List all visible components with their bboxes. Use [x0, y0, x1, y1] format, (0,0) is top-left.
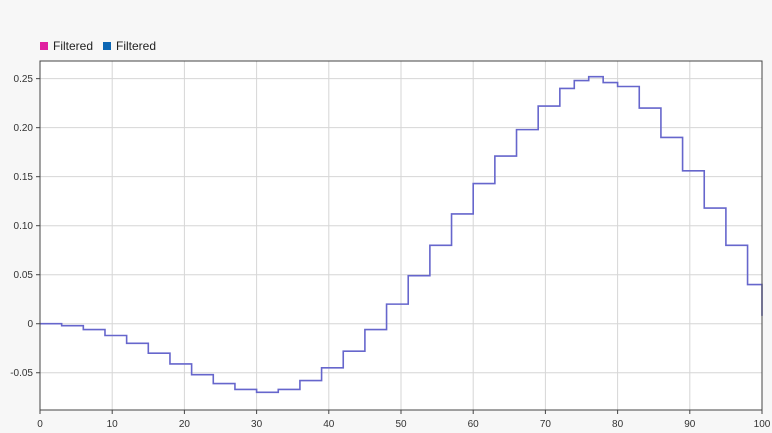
- y-tick-label: 0.20: [14, 123, 34, 134]
- x-tick-label: 70: [540, 419, 552, 430]
- series-group: [40, 75, 763, 394]
- x-tick-label: 100: [754, 419, 771, 430]
- legend-label-2: Filtered: [116, 39, 157, 53]
- plot-frame: [39, 60, 763, 411]
- x-tick-label: 90: [684, 419, 696, 430]
- y-tick-label: 0.10: [14, 221, 34, 232]
- x-axis-ticks: 0 10 20 30 40 50 60 70 80 90 100: [37, 410, 771, 430]
- x-tick-label: 0: [37, 419, 43, 430]
- y-tick-label: -0.05: [10, 368, 33, 379]
- y-tick-label: 0.15: [14, 172, 34, 183]
- y-tick-label: 0.05: [14, 270, 34, 281]
- legend-item-1[interactable]: Filtered: [40, 39, 93, 53]
- y-axis-ticks: -0.05 0 0.05 0.10 0.15 0.20 0.25: [10, 74, 40, 379]
- series-line-filtered: [40, 75, 763, 394]
- y-tick-label: 0: [27, 319, 33, 330]
- legend-label-1: Filtered: [53, 39, 94, 53]
- legend-swatch-1: [40, 42, 48, 50]
- x-tick-label: 40: [323, 419, 335, 430]
- legend-item-2[interactable]: Filtered: [103, 39, 156, 53]
- x-tick-label: 10: [107, 419, 119, 430]
- legend-swatch-2: [103, 42, 112, 50]
- x-tick-label: 50: [395, 419, 407, 430]
- x-tick-label: 30: [251, 419, 263, 430]
- x-tick-label: 20: [179, 419, 191, 430]
- x-tick-label: 60: [468, 419, 480, 430]
- legend: Filtered Filtered: [40, 39, 156, 53]
- x-tick-label: 80: [612, 419, 624, 430]
- y-tick-label: 0.25: [14, 74, 34, 85]
